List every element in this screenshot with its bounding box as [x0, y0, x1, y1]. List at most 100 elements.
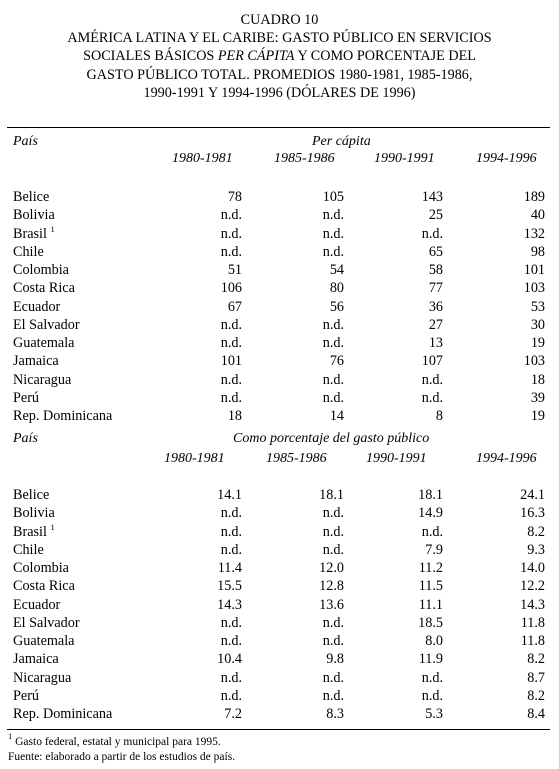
value-cell: 106 — [220, 280, 242, 297]
table-row: Brasil 1 n.d. n.d. n.d. 8.2 — [0, 521, 559, 541]
value-cell: 8.0 — [425, 633, 443, 649]
country-name: Brasil 1 — [13, 223, 55, 242]
value-cell: 53 — [530, 298, 545, 315]
value-cell: 12.8 — [319, 578, 344, 595]
country-name: El Salvador — [13, 614, 80, 631]
value-cell: 19 — [530, 408, 545, 424]
value-cell: n.d. — [322, 316, 344, 333]
country-name: Belice — [13, 487, 50, 503]
value-cell: 11.1 — [418, 596, 443, 613]
footnote-1: 1 Gasto federal, estatal y municipal par… — [8, 731, 221, 748]
country-name: Guatemala — [13, 633, 75, 649]
value-cell: 16.3 — [520, 505, 545, 522]
value-cell: n.d. — [220, 669, 242, 686]
table-row: Nicaragua n.d. n.d. n.d. 8.7 — [0, 669, 559, 687]
country-name: Colombia — [13, 262, 69, 278]
title-line-4: GASTO PÚBLICO TOTAL. PROMEDIOS 1980-1981… — [86, 66, 473, 83]
year-header: 1980-1981 — [164, 451, 225, 466]
footnote-marker: 1 — [50, 223, 55, 234]
value-cell: 8.2 — [527, 687, 545, 704]
value-cell: 5.3 — [425, 706, 443, 722]
value-cell: 8.3 — [326, 706, 344, 722]
value-cell: n.d. — [322, 225, 344, 242]
value-cell: n.d. — [421, 687, 443, 704]
value-cell: n.d. — [220, 243, 242, 260]
value-cell: 14 — [329, 408, 344, 424]
value-cell: 36 — [428, 298, 443, 315]
table-row: Rep. Dominicana 7.2 8.3 5.3 8.4 — [0, 705, 559, 723]
value-cell: 18.1 — [319, 487, 344, 503]
value-cell: 80 — [329, 280, 344, 297]
value-cell: 18 — [530, 371, 545, 388]
country-name: Costa Rica — [13, 578, 75, 595]
value-cell: 7.2 — [224, 706, 242, 722]
value-cell: n.d. — [322, 633, 344, 649]
table-row: Colombia 51 54 58 101 — [0, 261, 559, 279]
country-name: Rep. Dominicana — [13, 408, 113, 424]
value-cell: 14.9 — [418, 505, 443, 522]
value-cell: 18 — [227, 408, 242, 424]
value-cell: 51 — [227, 262, 242, 278]
value-cell: 30 — [530, 316, 545, 333]
country-name: Bolivia — [13, 505, 55, 522]
year-header: 1980-1981 — [172, 151, 233, 166]
value-cell: 78 — [227, 189, 242, 205]
country-name: Perú — [13, 687, 40, 704]
value-cell: 56 — [329, 298, 344, 315]
value-cell: n.d. — [322, 389, 344, 406]
value-cell: n.d. — [220, 614, 242, 631]
year-header: 1994-1996 — [476, 451, 537, 466]
value-cell: n.d. — [322, 687, 344, 704]
value-cell: 15.5 — [217, 578, 242, 595]
value-cell: n.d. — [322, 669, 344, 686]
value-cell: 11.2 — [418, 560, 443, 576]
country-name: Colombia — [13, 560, 69, 576]
table-row: Bolivia n.d. n.d. 25 40 — [0, 206, 559, 224]
value-cell: n.d. — [220, 335, 242, 351]
value-cell: 105 — [322, 189, 344, 205]
country-name: Jamaica — [13, 353, 59, 370]
value-cell: n.d. — [322, 505, 344, 522]
table-row: Nicaragua n.d. n.d. n.d. 18 — [0, 371, 559, 389]
percentage-header: Como porcentaje del gasto público — [233, 431, 430, 446]
value-cell: 9.8 — [326, 651, 344, 668]
footnote-marker: 1 — [8, 731, 13, 741]
value-cell: n.d. — [220, 389, 242, 406]
value-cell: 98 — [530, 243, 545, 260]
value-cell: n.d. — [220, 523, 242, 540]
value-cell: 12.2 — [520, 578, 545, 595]
value-cell: 67 — [227, 298, 242, 315]
footnote-marker: 1 — [50, 521, 55, 532]
year-header: 1990-1991 — [374, 151, 435, 166]
value-cell: n.d. — [220, 505, 242, 522]
country-name: Nicaragua — [13, 669, 72, 686]
table-row: Guatemala n.d. n.d. 13 19 — [0, 334, 559, 352]
value-cell: n.d. — [322, 523, 344, 540]
table-row: Belice 78 105 143 189 — [0, 188, 559, 206]
value-cell: 76 — [329, 353, 344, 370]
value-cell: n.d. — [421, 225, 443, 242]
bottom-rule — [7, 729, 550, 730]
country-name: Guatemala — [13, 335, 75, 351]
table-row: Jamaica 101 76 107 103 — [0, 352, 559, 370]
country-name: Costa Rica — [13, 280, 75, 297]
top-rule — [7, 127, 550, 128]
table-row: Perú n.d. n.d. n.d. 8.2 — [0, 687, 559, 705]
value-cell: n.d. — [220, 207, 242, 224]
value-cell: 40 — [530, 207, 545, 224]
value-cell: n.d. — [322, 371, 344, 388]
value-cell: 12.0 — [319, 560, 344, 576]
value-cell: 18.1 — [418, 487, 443, 503]
value-cell: 132 — [523, 225, 545, 242]
value-cell: 14.3 — [520, 596, 545, 613]
value-cell: n.d. — [322, 541, 344, 558]
table-row: Jamaica 10.4 9.8 11.9 8.2 — [0, 650, 559, 668]
country-name: Brasil 1 — [13, 521, 55, 540]
table-row: El Salvador n.d. n.d. 27 30 — [0, 316, 559, 334]
value-cell: 39 — [530, 389, 545, 406]
value-cell: n.d. — [220, 541, 242, 558]
country-name: Bolivia — [13, 207, 55, 224]
table-row: Costa Rica 15.5 12.8 11.5 12.2 — [0, 577, 559, 595]
table-row: Guatemala n.d. n.d. 8.0 11.8 — [0, 632, 559, 650]
table-row: Colombia 11.4 12.0 11.2 14.0 — [0, 559, 559, 577]
